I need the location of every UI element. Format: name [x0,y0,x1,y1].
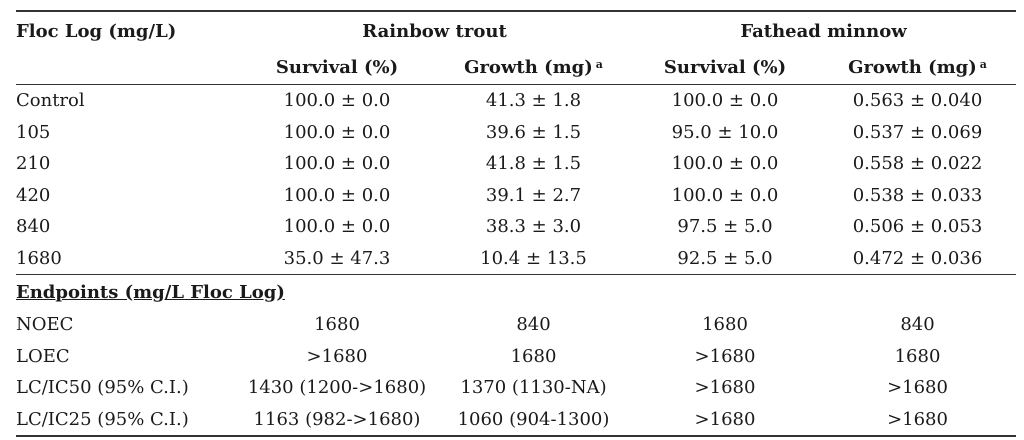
row-label: 840 [16,216,51,238]
cell-value: 1680 [314,314,360,336]
cell-value: 1680 [894,345,941,367]
row-label: LOEC [16,345,70,367]
row-label: 1680 [16,247,62,269]
cell-value: >1680 [306,345,368,367]
header-minnow-growth: Growth (mg) a [819,50,1017,85]
section-header-row: Endpoints (mg/L Floc Log) [16,274,1017,309]
cell-value: 1680 [510,345,557,367]
cell-value: 100.0 ± 0.0 [671,184,779,206]
cell-value: 39.6 ± 1.5 [485,121,582,143]
section-title-cell: Endpoints (mg/L Floc Log) [16,274,1017,309]
cell-value: 35.0 ± 47.3 [283,247,391,269]
header-trout-survival: Survival (%) [238,50,436,85]
cell-value: 100.0 ± 0.0 [671,153,779,175]
header-trout-growth: Growth (mg) a [436,50,631,85]
row-label: LC/IC50 (95% C.I.) [16,377,189,399]
table-row: 210 100.0 ± 0.0 41.8 ± 1.5 100.0 ± 0.0 0… [16,148,1016,180]
cell-value: 97.5 ± 5.0 [677,216,773,238]
table-row: Control 100.0 ± 0.0 41.3 ± 1.8 100.0 ± 0… [16,85,1016,117]
cell-value: 100.0 ± 0.0 [283,153,391,175]
table-row: 420 100.0 ± 0.0 39.1 ± 2.7 100.0 ± 0.0 0… [16,180,1016,212]
row-label: NOEC [16,314,74,336]
cell-value: 0.563 ± 0.040 [852,90,983,112]
footnote-mark: a [979,57,987,71]
section-title: Endpoints (mg/L Floc Log) [16,281,285,303]
cell-value: 1370 (1130-NA) [460,377,607,399]
table-row: 105 100.0 ± 0.0 39.6 ± 1.5 95.0 ± 10.0 0… [16,117,1016,149]
endpoint-row: LC/IC50 (95% C.I.) 1430 (1200->1680) 137… [16,372,1016,404]
cell-value: 100.0 ± 0.0 [283,184,391,206]
header-row-subcolumns: Survival (%) Growth (mg) a Survival (%) G… [16,50,1017,85]
cell-value: 840 [900,314,935,336]
cell-value: 41.3 ± 1.8 [485,90,582,112]
table-row: 840 100.0 ± 0.0 38.3 ± 3.0 97.5 ± 5.0 0.… [16,211,1016,243]
row-label: 105 [16,121,51,143]
cell-value: 10.4 ± 13.5 [480,247,587,269]
cell-value: 1163 (982->1680) [238,403,436,437]
cell-value: 0.538 ± 0.033 [852,184,983,206]
endpoint-row: LOEC >1680 1680 >1680 1680 [16,341,1016,373]
row-label: LC/IC25 (95% C.I.) [16,403,238,437]
header-row-groups: Floc Log (mg/L) Rainbow trout Fathead mi… [16,10,1017,50]
cell-value: 0.558 ± 0.022 [852,153,983,175]
header-floc-log: Floc Log (mg/L) [16,10,238,50]
cell-value: 100.0 ± 0.0 [283,121,391,143]
table-row: 1680 35.0 ± 47.3 10.4 ± 13.5 92.5 ± 5.0 … [16,243,1016,275]
endpoint-row: NOEC 1680 840 1680 840 [16,309,1016,341]
footnote-mark: a [595,57,603,71]
header-minnow-survival-label: Survival (%) [663,56,787,78]
cell-value: 0.537 ± 0.069 [852,121,983,143]
row-label: 210 [16,153,51,175]
endpoint-row: LC/IC25 (95% C.I.) 1163 (982->1680) 1060… [16,403,1017,437]
cell-value: 1060 (904-1300) [436,403,631,437]
cell-value: 41.8 ± 1.5 [485,153,582,175]
cell-value: 100.0 ± 0.0 [671,90,779,112]
cell-value: >1680 [631,403,819,437]
cell-value: 100.0 ± 0.0 [283,216,391,238]
row-label: 420 [16,184,51,206]
cell-value: 92.5 ± 5.0 [677,247,773,269]
cell-value: 1430 (1200->1680) [247,377,427,399]
cell-value: >1680 [694,345,756,367]
cell-value: 38.3 ± 3.0 [485,216,582,238]
header-group-rainbow-trout: Rainbow trout [238,10,631,50]
cell-value: 1680 [702,314,748,336]
cell-value: 0.506 ± 0.053 [852,216,983,238]
cell-value: 95.0 ± 10.0 [671,121,779,143]
cell-value: 39.1 ± 2.7 [485,184,582,206]
cell-value: 840 [516,314,551,336]
header-trout-growth-label: Growth (mg) [464,56,593,78]
header-trout-survival-label: Survival (%) [275,56,399,78]
row-label: Control [16,90,85,112]
header-empty-cell [16,50,238,85]
toxicity-results-table: Floc Log (mg/L) Rainbow trout Fathead mi… [16,10,1017,437]
cell-value: >1680 [819,403,1017,437]
cell-value: 100.0 ± 0.0 [283,90,391,112]
header-minnow-survival: Survival (%) [631,50,819,85]
toxicity-table-container: Floc Log (mg/L) Rainbow trout Fathead mi… [16,10,1017,437]
header-group-fathead-minnow: Fathead minnow [631,10,1017,50]
header-minnow-growth-label: Growth (mg) [848,56,977,78]
cell-value: >1680 [694,377,756,399]
cell-value: >1680 [887,377,948,399]
cell-value: 0.472 ± 0.036 [852,247,983,269]
